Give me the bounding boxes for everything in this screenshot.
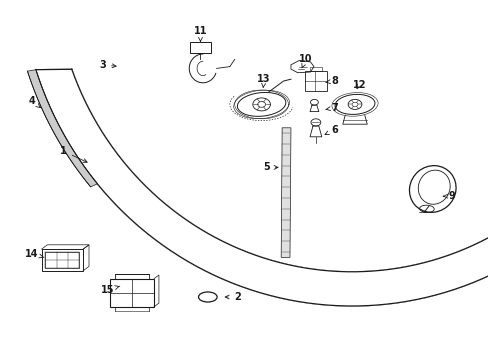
Polygon shape [27, 70, 97, 187]
Text: 8: 8 [325, 76, 338, 86]
Text: 6: 6 [325, 125, 338, 135]
Text: 14: 14 [25, 249, 44, 259]
Text: 12: 12 [352, 80, 366, 90]
Text: 2: 2 [225, 292, 240, 302]
Text: 4: 4 [28, 96, 40, 108]
Text: 10: 10 [298, 54, 312, 68]
Bar [304, 71, 326, 91]
Polygon shape [36, 69, 488, 306]
Bar [45, 252, 79, 268]
Text: 9: 9 [443, 191, 455, 201]
Bar [189, 42, 211, 53]
Text: 7: 7 [325, 103, 338, 113]
Bar [110, 279, 154, 307]
Text: 1: 1 [60, 146, 87, 162]
Text: 3: 3 [99, 60, 116, 70]
Text: 11: 11 [193, 26, 207, 41]
Text: 15: 15 [101, 285, 120, 295]
Text: 5: 5 [263, 162, 277, 172]
Text: 13: 13 [257, 74, 270, 87]
Bar [309, 67, 321, 71]
Polygon shape [281, 128, 290, 257]
Polygon shape [36, 69, 488, 306]
Bar [41, 249, 83, 271]
